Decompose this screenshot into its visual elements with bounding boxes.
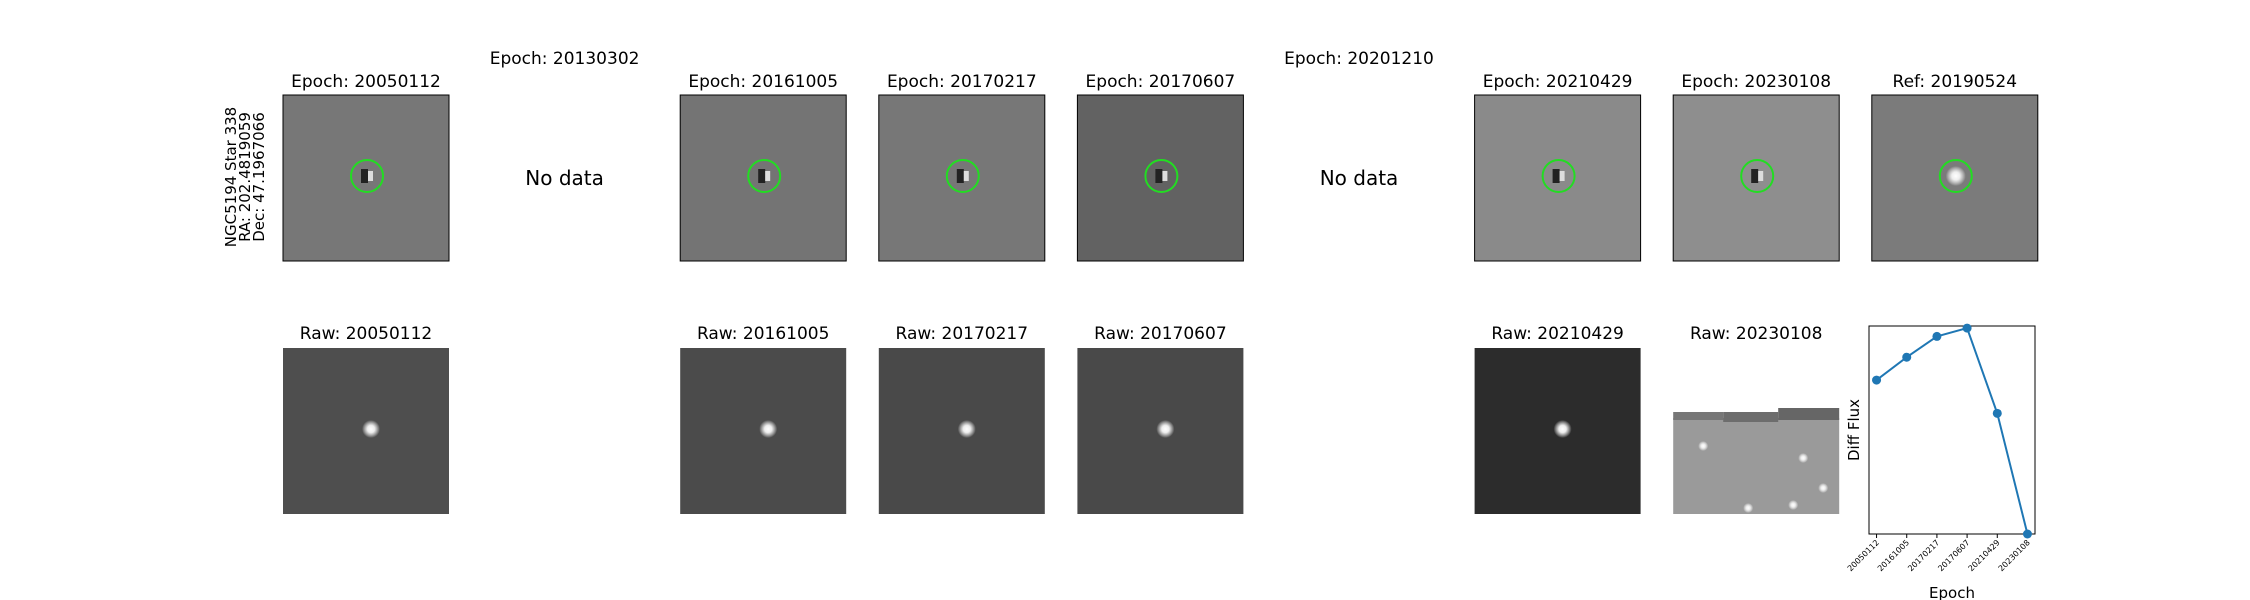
plot-area (1868, 325, 2036, 535)
residual-light (1758, 171, 1764, 181)
x-tick-label: 20230108 (1997, 538, 2032, 573)
residual-dark (1552, 169, 1560, 183)
star-spot (1553, 420, 1572, 438)
residual-dark (361, 169, 368, 183)
panel-title: Epoch: 20230108 (1681, 72, 1831, 92)
diff-image (679, 94, 847, 262)
panel-title: Raw: 20170217 (896, 324, 1029, 344)
panel-title: Epoch: 20201210 (1284, 49, 1434, 69)
star-spot (1945, 166, 1966, 186)
residual-light (963, 171, 969, 181)
aperture (350, 159, 384, 193)
point (1992, 408, 2002, 418)
star-spot (1818, 483, 1829, 493)
aperture (1938, 159, 1973, 193)
raw-edge (1778, 408, 1840, 420)
aperture (1541, 159, 1576, 193)
panel-title: Raw: 20170607 (1094, 324, 1227, 344)
point (1872, 375, 1882, 385)
star-spot (1788, 500, 1799, 510)
panel-title: Raw: 20161005 (697, 324, 830, 344)
raw-edge (1723, 412, 1779, 422)
panel-title: Epoch: 20161005 (688, 72, 838, 92)
panel-title: Epoch: 20170607 (1086, 72, 1236, 92)
residual-dark (1155, 169, 1163, 183)
residual-light (765, 171, 771, 181)
panel-title: Raw: 20210429 (1491, 324, 1624, 344)
residual-light (1559, 171, 1565, 181)
residual-dark (1751, 169, 1759, 183)
residual-dark (758, 169, 766, 183)
row-label: RA: 202.4819059 (236, 112, 254, 242)
aperture (1144, 159, 1179, 193)
no-data: No data (525, 166, 604, 190)
star-spot (957, 420, 976, 438)
star-spot (1798, 453, 1809, 463)
row-label: NGC5194 Star 338 (222, 107, 240, 247)
aperture (1740, 159, 1775, 193)
star-spot (1156, 420, 1175, 438)
star-spot (362, 420, 380, 438)
panel-title: Raw: 20230108 (1690, 324, 1823, 344)
point (1902, 352, 1912, 362)
row-label: Dec: 47.1967066 (250, 112, 268, 242)
no-data: No data (1320, 166, 1399, 190)
star-spot (759, 420, 778, 438)
panel-title: Epoch: 20050112 (291, 72, 441, 92)
aperture (747, 159, 782, 193)
point (2022, 529, 2032, 539)
residual-light (1162, 171, 1168, 181)
line (1875, 326, 2029, 535)
raw-edge (1673, 412, 1724, 420)
x-axis-label: Epoch (1929, 584, 1975, 600)
point (1962, 323, 1972, 333)
star-spot (1743, 503, 1754, 513)
residual-light (368, 171, 373, 181)
aperture (945, 159, 980, 193)
y-axis-label: Diff Flux (1845, 399, 1863, 461)
raw-image (1673, 418, 1840, 514)
panel-title: Epoch: 20170217 (887, 72, 1037, 92)
star-spot (1698, 441, 1709, 451)
panel-title: Ref: 20190524 (1893, 72, 2018, 92)
panel-title: Epoch: 20130302 (490, 49, 640, 69)
point (1932, 331, 1942, 341)
panel-title: Epoch: 20210429 (1483, 72, 1633, 92)
panel-title: Raw: 20050112 (300, 324, 433, 344)
residual-dark (956, 169, 964, 183)
